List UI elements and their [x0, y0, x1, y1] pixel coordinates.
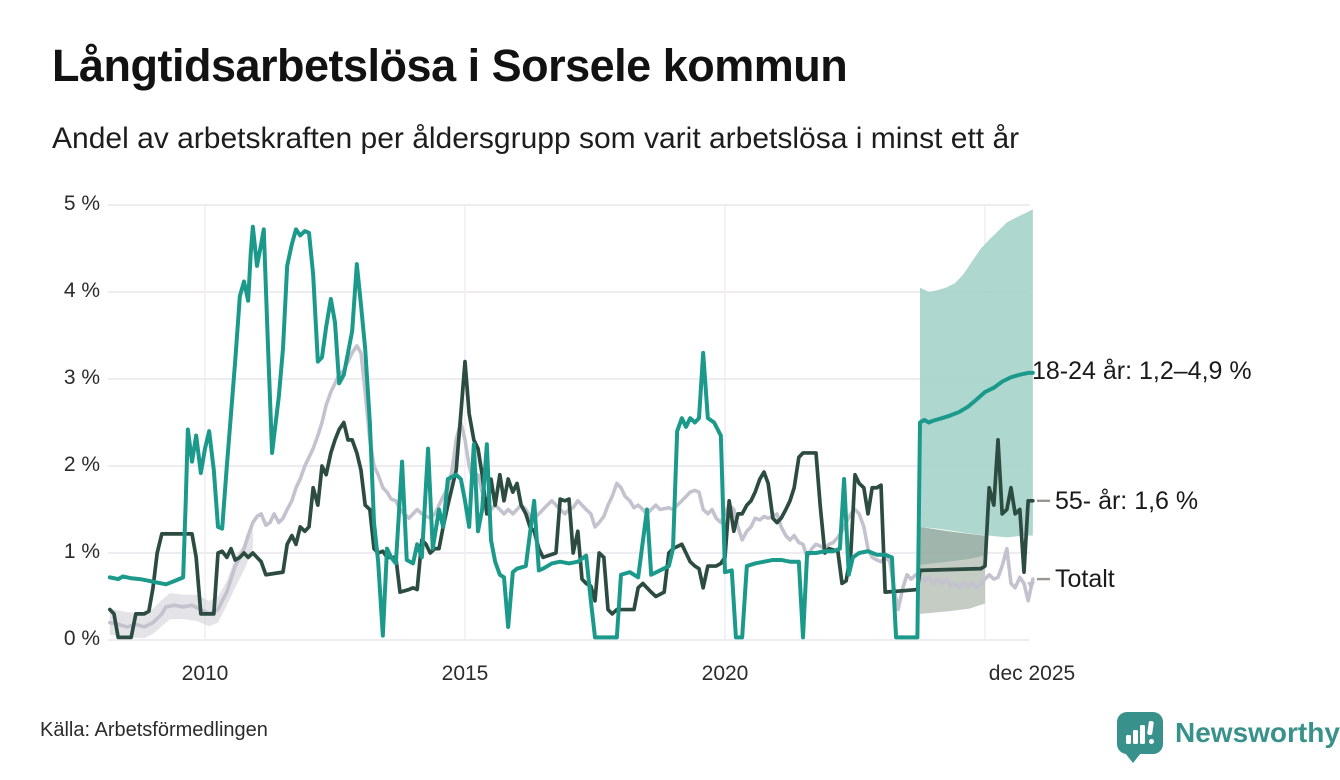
- series-label-55: 55- år: 1,6 %: [1055, 487, 1199, 515]
- y-tick-0: 0 %: [63, 627, 100, 650]
- page-title: Långtidsarbetslösa i Sorsele kommun: [52, 40, 848, 91]
- y-tick-2: 2 %: [63, 453, 100, 476]
- page-subtitle: Andel av arbetskraften per åldersgrupp s…: [52, 122, 1020, 155]
- x-tick-2020: 2020: [701, 662, 749, 685]
- newsworthy-wordmark: Newsworthy: [1175, 717, 1340, 748]
- newsworthy-logo: Newsworthy: [1115, 709, 1340, 769]
- bar-chart-speech-bubble-icon: [1117, 712, 1163, 763]
- series-label-18-24: 18-24 år: 1,2–4,9 %: [1032, 357, 1252, 385]
- series-label-totalt: Totalt: [1055, 565, 1115, 593]
- x-tick-2010: 2010: [181, 662, 229, 685]
- x-tick-dec-2025: dec 2025: [988, 662, 1076, 685]
- x-tick-2015: 2015: [441, 662, 489, 685]
- y-tick-4: 4 %: [63, 279, 100, 302]
- source-note: Källa: Arbetsförmedlingen: [40, 719, 268, 741]
- y-tick-1: 1 %: [63, 540, 100, 563]
- y-tick-3: 3 %: [63, 366, 100, 389]
- y-tick-5: 5 %: [63, 192, 100, 215]
